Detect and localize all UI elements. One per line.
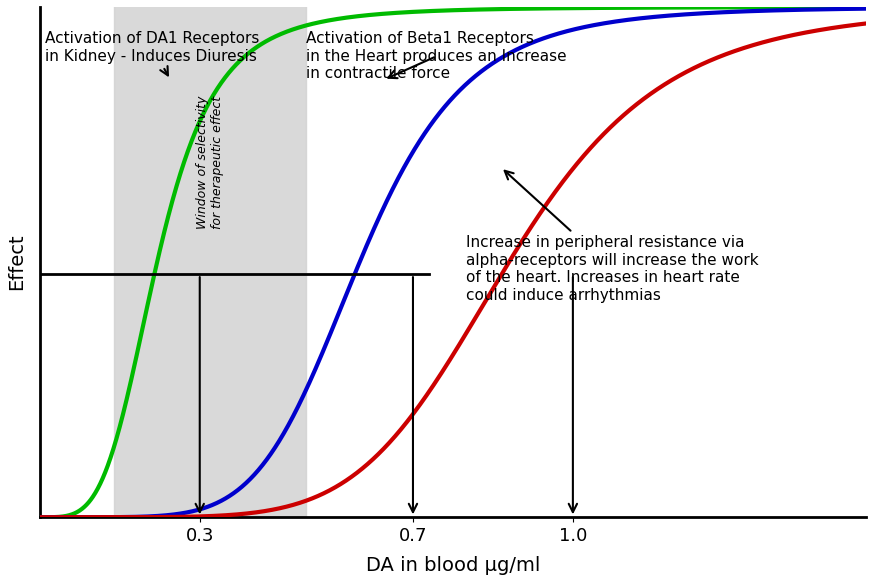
Text: Window of selectivity
for therapeutic effect: Window of selectivity for therapeutic ef…: [196, 96, 224, 229]
Text: Activation of DA1 Receptors
in Kidney - Induces Diuresis: Activation of DA1 Receptors in Kidney - …: [45, 31, 259, 76]
Text: Activation of Beta1 Receptors
in the Heart produces an Increase
in contractile f: Activation of Beta1 Receptors in the Hea…: [306, 31, 567, 81]
Text: Increase in peripheral resistance via
alpha-receptors will increase the work
of : Increase in peripheral resistance via al…: [466, 171, 759, 303]
Y-axis label: Effect: Effect: [7, 234, 26, 290]
X-axis label: DA in blood μg/ml: DA in blood μg/ml: [366, 556, 540, 575]
